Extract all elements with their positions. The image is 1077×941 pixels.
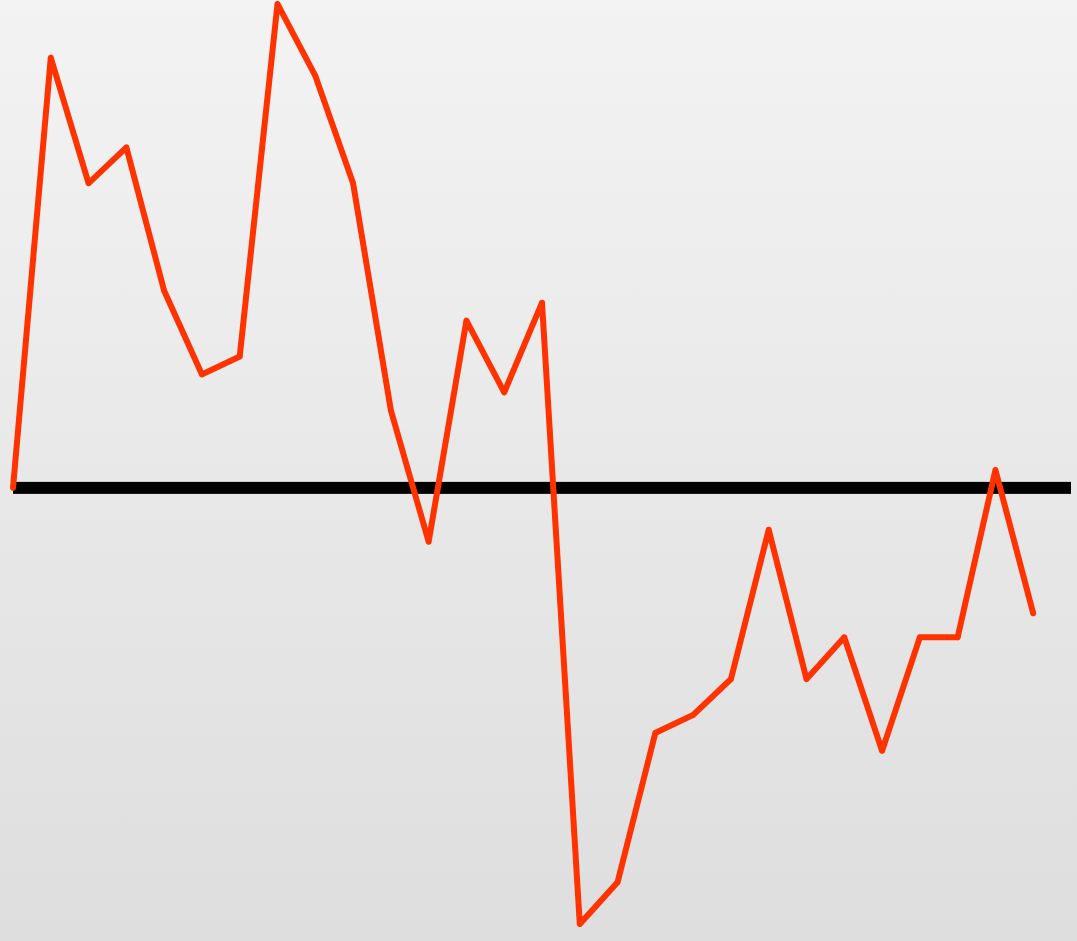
data-point xyxy=(539,299,545,306)
data-point xyxy=(954,634,961,641)
data-point xyxy=(576,921,583,928)
data-point xyxy=(387,407,394,414)
data-point xyxy=(501,389,508,396)
data-point xyxy=(312,72,319,79)
data-point xyxy=(765,526,772,533)
data-point xyxy=(10,484,16,491)
data-point xyxy=(803,676,810,683)
data-point xyxy=(161,287,168,294)
data-point xyxy=(198,371,205,378)
data-point xyxy=(350,180,357,187)
data-point xyxy=(463,317,470,324)
data-point xyxy=(690,711,697,718)
data-point xyxy=(236,353,243,360)
data-point xyxy=(85,180,92,187)
data-point xyxy=(274,1,281,8)
series-layer xyxy=(10,1,1037,928)
data-point xyxy=(1030,610,1037,617)
data-point xyxy=(916,634,923,641)
data-point xyxy=(992,467,999,474)
data-point xyxy=(425,538,432,545)
data-point xyxy=(47,54,54,61)
data-point xyxy=(123,144,130,151)
data-point xyxy=(614,879,621,886)
series-line-0 xyxy=(10,1,1037,928)
data-point xyxy=(652,729,659,736)
data-point xyxy=(841,634,848,641)
data-point xyxy=(879,747,886,754)
data-point xyxy=(727,676,734,683)
